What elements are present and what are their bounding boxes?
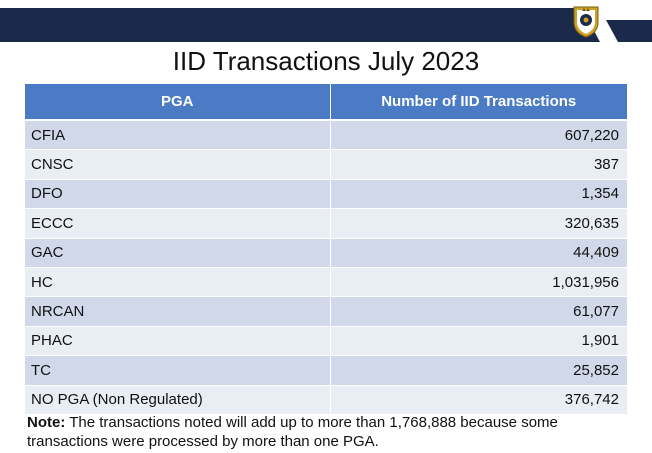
- pga-cell: TC: [25, 355, 331, 386]
- pga-cell: ECCC: [25, 208, 331, 239]
- footnote: Note: The transactions noted will add up…: [27, 413, 637, 451]
- transactions-table: PGA Number of IID Transactions CFIA 607,…: [25, 84, 627, 415]
- note-label: Note:: [27, 414, 66, 431]
- table-row: GAC 44,409: [25, 238, 627, 268]
- table-row: NRCAN 61,077: [25, 296, 627, 327]
- count-cell: 607,220: [330, 120, 627, 151]
- top-banner: [0, 8, 652, 42]
- count-cell: 1,031,956: [330, 267, 627, 298]
- column-header-pga: PGA: [25, 84, 331, 121]
- table-row: CNSC 387: [25, 149, 627, 180]
- cbsa-crest-icon: [573, 6, 599, 38]
- table-row: NO PGA (Non Regulated) 376,742: [25, 385, 627, 415]
- pga-cell: DFO: [25, 179, 331, 210]
- count-cell: 1,901: [330, 326, 627, 357]
- count-cell: 61,077: [330, 296, 627, 327]
- table-row: PHAC 1,901: [25, 326, 627, 357]
- count-cell: 320,635: [330, 208, 627, 239]
- pga-cell: CNSC: [25, 149, 331, 180]
- count-cell: 376,742: [330, 385, 627, 415]
- pga-cell: NO PGA (Non Regulated): [25, 385, 331, 415]
- count-cell: 44,409: [330, 238, 627, 268]
- table-row: DFO 1,354: [25, 179, 627, 210]
- note-text: The transactions noted will add up to mo…: [27, 414, 558, 450]
- count-cell: 387: [330, 149, 627, 180]
- count-cell: 25,852: [330, 355, 627, 386]
- table-row: HC 1,031,956: [25, 267, 627, 298]
- pga-cell: CFIA: [25, 120, 331, 151]
- table-row: TC 25,852: [25, 355, 627, 386]
- page-title: IID Transactions July 2023: [172, 46, 480, 76]
- table-header-row: PGA Number of IID Transactions: [25, 84, 627, 121]
- pga-cell: GAC: [25, 238, 331, 268]
- count-cell: 1,354: [330, 179, 627, 210]
- table-row: CFIA 607,220: [25, 120, 627, 151]
- pga-cell: NRCAN: [25, 296, 331, 327]
- pga-cell: PHAC: [25, 326, 331, 357]
- column-header-count: Number of IID Transactions: [330, 84, 627, 121]
- pga-cell: HC: [25, 267, 331, 298]
- table-row: ECCC 320,635: [25, 208, 627, 239]
